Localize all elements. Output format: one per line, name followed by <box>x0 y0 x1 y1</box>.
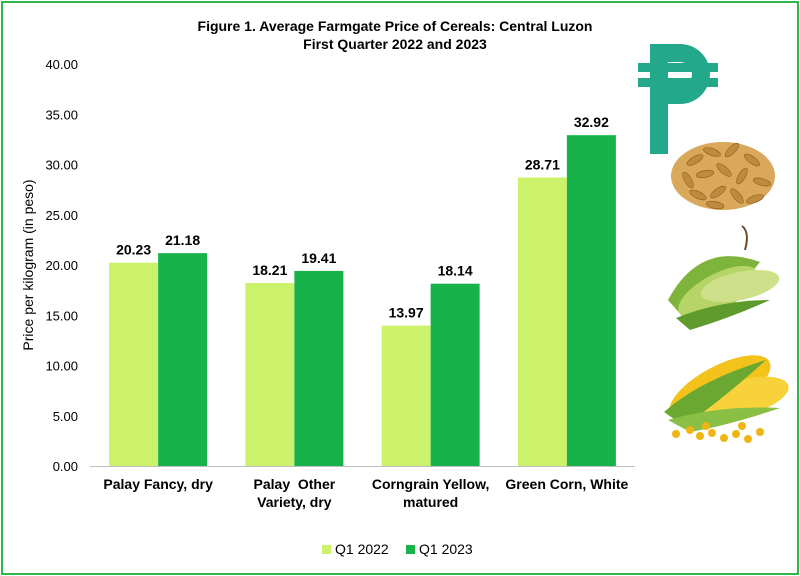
bar-value-label: 28.71 <box>525 156 560 172</box>
bar-value-labels: 20.23 21.18 18.21 19.41 13.97 18.14 28.71 32.92 <box>116 114 609 320</box>
chart-title: Figure 1. Average Farmgate Price of Cere… <box>198 18 593 34</box>
bar-value-label: 32.92 <box>574 114 609 130</box>
peso-sign-icon <box>638 44 718 154</box>
y-tick-label: 35.00 <box>45 107 78 122</box>
x-tick-label: matured <box>403 494 458 510</box>
bar-value-label: 18.14 <box>438 263 473 279</box>
bar-value-label: 13.97 <box>389 305 424 321</box>
bar <box>430 283 480 466</box>
y-tick-label: 15.00 <box>45 308 78 323</box>
y-tick-label: 25.00 <box>45 208 78 223</box>
x-tick-label: Palay Other <box>254 476 336 492</box>
bar-value-label: 20.23 <box>116 242 151 258</box>
y-tick-label: 10.00 <box>45 359 78 374</box>
x-axis-category-labels: Palay Fancy, dry Palay Other Variety, dry C… <box>103 476 628 510</box>
x-tick-label: Variety, dry <box>257 494 332 510</box>
y-axis-title: Price per kilogram (in peso) <box>20 179 36 350</box>
y-tick-label: 0.00 <box>53 459 78 474</box>
bar-value-label: 21.18 <box>165 232 200 248</box>
y-tick-label: 20.00 <box>45 258 78 273</box>
yellow-corn-icon <box>664 355 789 443</box>
bar <box>381 325 431 466</box>
bar <box>294 270 344 466</box>
bar <box>109 262 159 466</box>
legend-swatch <box>406 545 415 554</box>
x-tick-label: Green Corn, White <box>505 476 628 492</box>
chart-subtitle: First Quarter 2022 and 2023 <box>303 36 487 52</box>
y-tick-label: 30.00 <box>45 158 78 173</box>
y-tick-label: 5.00 <box>53 409 78 424</box>
bar <box>245 282 295 466</box>
bar <box>566 135 616 467</box>
bar <box>158 253 208 466</box>
legend-label: Q1 2022 <box>335 541 389 557</box>
legend: Q1 2022 Q1 2023 <box>322 541 473 557</box>
bar <box>517 177 567 467</box>
legend-label: Q1 2023 <box>419 541 473 557</box>
bar-value-label: 19.41 <box>301 250 336 266</box>
green-corn-icon <box>668 225 780 330</box>
y-axis-ticks: 0.00 5.00 10.00 15.00 20.00 25.00 30.00 35.00 40… <box>45 57 78 474</box>
x-tick-label: Palay Fancy, dry <box>103 476 213 492</box>
x-tick-label: Corngrain Yellow, <box>372 476 489 492</box>
palay-grain-icon <box>671 142 775 210</box>
y-tick-label: 40.00 <box>45 57 78 72</box>
bars <box>109 135 616 467</box>
bar-value-label: 18.21 <box>252 262 287 278</box>
legend-swatch <box>322 545 331 554</box>
